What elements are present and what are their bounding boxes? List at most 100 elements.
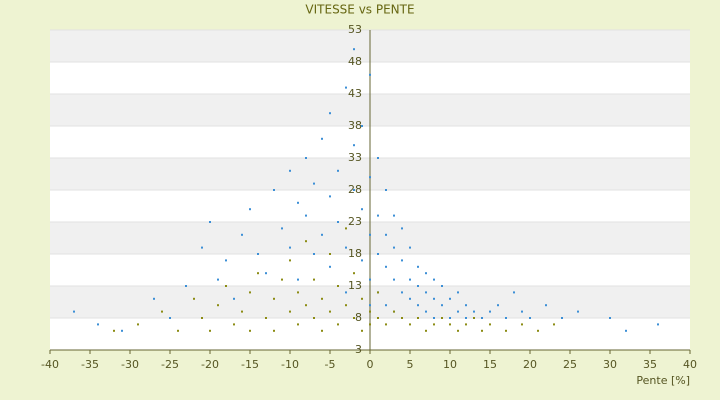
- point: [345, 291, 347, 294]
- y-tick-label: 8: [355, 311, 362, 324]
- point: [305, 157, 307, 159]
- point: [233, 297, 235, 300]
- point: [297, 201, 299, 204]
- point: [161, 310, 163, 313]
- point: [201, 317, 203, 319]
- point: [457, 329, 459, 332]
- point: [337, 221, 339, 223]
- x-tick-label: 30: [603, 358, 617, 371]
- point: [377, 157, 379, 159]
- point: [233, 323, 235, 326]
- point: [465, 323, 467, 326]
- point: [353, 189, 355, 191]
- point: [561, 317, 563, 319]
- point: [433, 278, 435, 281]
- point: [361, 125, 363, 127]
- point: [361, 329, 363, 332]
- point: [185, 285, 187, 287]
- x-tick-label: 25: [563, 358, 577, 371]
- point: [537, 329, 539, 332]
- x-tick-label: -30: [121, 358, 139, 371]
- point: [481, 329, 483, 332]
- point: [297, 323, 299, 326]
- point: [481, 317, 483, 319]
- point: [393, 310, 395, 313]
- point: [385, 323, 387, 326]
- point: [113, 329, 115, 332]
- point: [329, 310, 331, 313]
- point: [353, 272, 355, 275]
- point: [401, 259, 403, 262]
- y-tick-label: 53: [348, 23, 362, 36]
- point: [281, 227, 283, 230]
- point: [369, 323, 371, 326]
- point: [169, 317, 171, 319]
- y-tick-label: 13: [348, 279, 362, 292]
- x-tick-label: 10: [443, 358, 457, 371]
- point: [529, 317, 531, 319]
- point: [417, 317, 419, 319]
- point: [241, 310, 243, 313]
- point: [265, 317, 267, 319]
- point: [473, 310, 475, 313]
- point: [441, 317, 443, 319]
- point: [521, 323, 523, 326]
- point: [225, 259, 227, 262]
- point: [313, 253, 315, 255]
- point: [401, 227, 403, 230]
- point: [121, 329, 123, 332]
- point: [289, 169, 291, 172]
- point: [313, 182, 315, 185]
- x-tick-label: -25: [161, 358, 179, 371]
- point: [433, 297, 435, 300]
- point: [489, 323, 491, 326]
- point: [553, 323, 555, 326]
- point: [609, 317, 611, 319]
- point: [345, 304, 347, 307]
- point: [425, 329, 427, 332]
- point: [521, 310, 523, 313]
- point: [449, 323, 451, 326]
- point: [209, 329, 211, 332]
- point: [361, 208, 363, 211]
- point: [449, 297, 451, 300]
- point: [153, 297, 155, 300]
- point: [441, 304, 443, 307]
- point: [289, 246, 291, 249]
- x-tick-label: 40: [683, 358, 697, 371]
- point: [73, 310, 75, 313]
- point: [217, 278, 219, 281]
- point: [305, 304, 307, 307]
- x-tick-label: 20: [523, 358, 537, 371]
- point: [337, 323, 339, 326]
- point: [377, 214, 379, 217]
- point: [369, 278, 371, 281]
- point: [329, 265, 331, 268]
- point: [217, 304, 219, 307]
- point: [385, 189, 387, 191]
- point: [321, 233, 323, 236]
- point: [337, 169, 339, 172]
- point: [409, 297, 411, 300]
- point: [505, 317, 507, 319]
- point: [369, 310, 371, 313]
- point: [225, 285, 227, 287]
- point: [289, 310, 291, 313]
- y-tick-label: 43: [348, 87, 362, 100]
- point: [321, 297, 323, 300]
- y-tick-label: 33: [348, 151, 362, 164]
- point: [297, 291, 299, 294]
- point: [265, 272, 267, 275]
- point: [345, 86, 347, 89]
- point: [273, 189, 275, 191]
- point: [377, 291, 379, 294]
- point: [209, 221, 211, 223]
- point: [409, 246, 411, 249]
- point: [329, 195, 331, 198]
- point: [417, 304, 419, 307]
- point: [297, 278, 299, 281]
- point: [321, 329, 323, 332]
- point: [353, 144, 355, 147]
- point: [257, 272, 259, 275]
- y-tick-label: 18: [348, 247, 362, 260]
